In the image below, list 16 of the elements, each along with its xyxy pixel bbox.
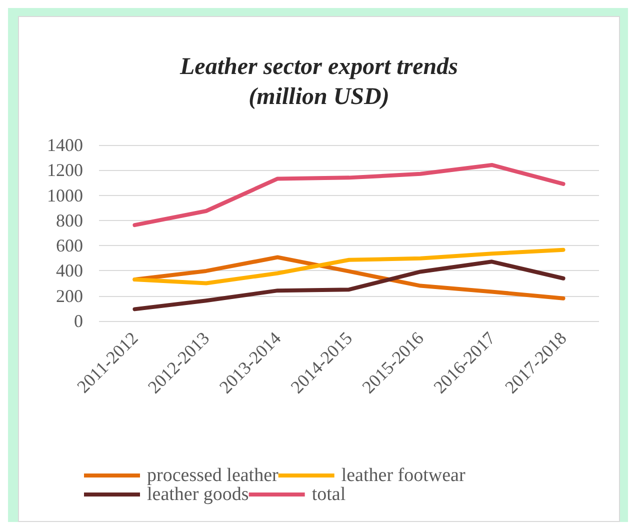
- y-tick-label: 400: [56, 260, 83, 281]
- legend-label: processed leather: [147, 465, 280, 486]
- line-series: [132, 248, 566, 286]
- y-tick-label: 1200: [47, 160, 83, 180]
- y-tick-label: 1000: [47, 185, 83, 206]
- y-tick-label: 600: [56, 236, 83, 256]
- legend-label: total: [312, 484, 346, 505]
- line-series: [132, 162, 566, 228]
- legend-label: leather footwear: [341, 465, 466, 486]
- y-tick-label: 200: [56, 286, 83, 306]
- y-tick-label: 0: [74, 311, 83, 331]
- chart-title: Leather sector export trends (million USD): [179, 54, 458, 110]
- line-series: [132, 260, 566, 312]
- y-tick-label: 1400: [47, 135, 83, 155]
- legend-label: leather goods: [147, 484, 249, 505]
- y-tick-label: 800: [56, 210, 83, 230]
